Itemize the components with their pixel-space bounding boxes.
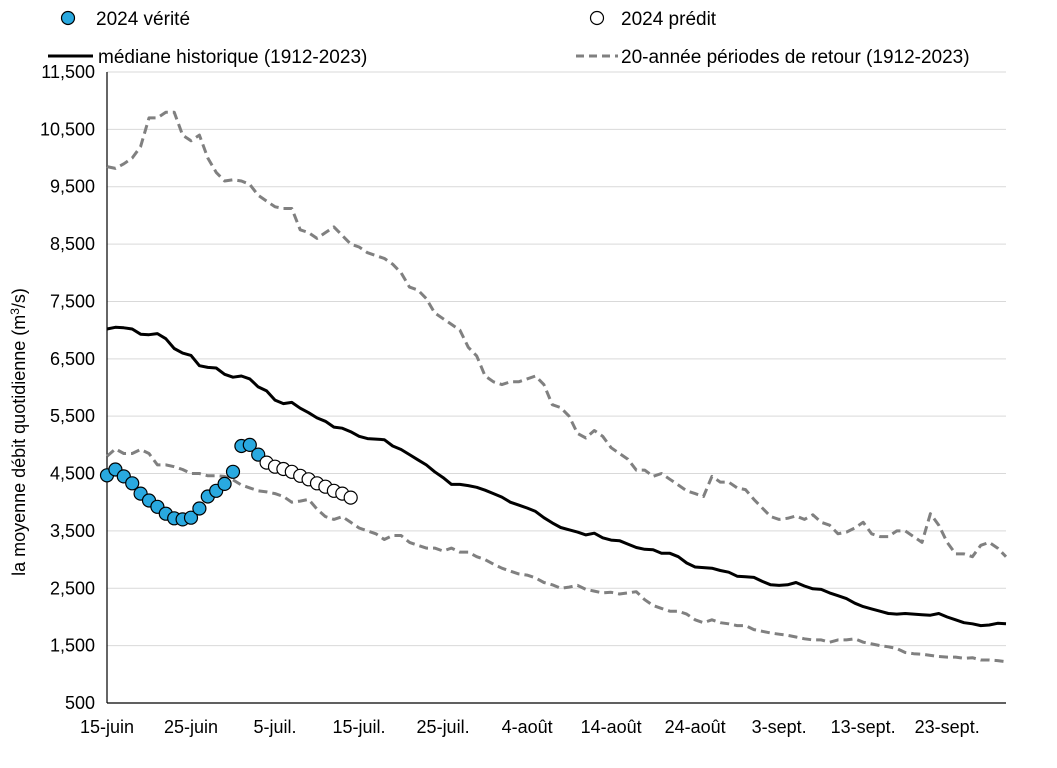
- legend: 2024 vérité 2024 prédit médiane historiq…: [48, 9, 970, 68]
- x-tick-label: 3-sept.: [752, 717, 807, 737]
- x-tick-label: 24-août: [665, 717, 726, 737]
- y-axis-title-prefix: la moyenne débit quotidienne (m: [9, 315, 29, 576]
- return-period-series-line: [106, 110, 1008, 559]
- median-series-line: [106, 325, 1007, 628]
- legend-item-return: 20-année périodes de retour (1912-2023): [576, 47, 970, 68]
- legend-item-truth: 2024 vérité: [60, 9, 190, 30]
- y-tick-label: 3,500: [50, 521, 95, 541]
- y-axis-title-suffix: /s): [9, 288, 29, 308]
- truth-point: [225, 464, 241, 479]
- truth-point: [183, 510, 199, 525]
- y-tick-label: 5,500: [50, 406, 95, 426]
- legend-truth-label: 2024 vérité: [96, 9, 190, 30]
- legend-predicted-marker: [589, 10, 605, 26]
- legend-predicted-label: 2024 prédit: [621, 9, 717, 30]
- truth-point: [125, 476, 140, 491]
- y-tick-label: 10,500: [40, 119, 95, 139]
- x-tick-label: 25-juil.: [417, 717, 470, 737]
- y-tick-label: 6,500: [50, 349, 95, 369]
- x-tick-label: 15-juil.: [333, 717, 386, 737]
- x-tick-label: 4-août: [502, 717, 553, 737]
- legend-return-label: 20-année périodes de retour (1912-2023): [621, 47, 970, 68]
- y-tick-label: 500: [65, 693, 95, 713]
- predicted-point: [343, 490, 358, 505]
- x-tick-label: 15-juin: [80, 717, 134, 737]
- y-axis-title-superscript: 3: [8, 308, 22, 315]
- y-tick-label: 8,500: [50, 234, 95, 254]
- truth-point: [217, 476, 232, 491]
- axes: 500 1,500 2,500 3,500 4,500 5,500 6,500 7,500 8,…: [40, 62, 1006, 737]
- x-tick-label: 13-sept.: [831, 717, 896, 737]
- legend-truth-marker: [60, 10, 76, 26]
- y-tick-label: 2,500: [50, 578, 95, 598]
- x-tick-label: 25-juin: [164, 717, 218, 737]
- truth-point: [242, 437, 257, 452]
- marker-layer: [99, 437, 358, 527]
- y-tick-label: 1,500: [50, 636, 95, 656]
- legend-median-label: médiane historique (1912-2023): [98, 47, 367, 68]
- return-period-series-line: [106, 447, 1007, 664]
- truth-point: [192, 501, 207, 516]
- y-tick-label: 9,500: [50, 177, 95, 197]
- y-tick-label: 7,500: [50, 291, 95, 311]
- x-tick-label: 14-août: [581, 717, 642, 737]
- legend-item-predicted: 2024 prédit: [589, 9, 717, 30]
- gridlines: [107, 71, 1006, 647]
- y-tick-label: 4,500: [50, 464, 95, 484]
- legend-item-median: médiane historique (1912-2023): [48, 47, 367, 68]
- y-tick-label: 11,500: [41, 62, 95, 82]
- series-layer: [106, 110, 1008, 664]
- x-tick-label: 5-juil.: [254, 717, 297, 737]
- x-tick-label: 23-sept.: [915, 717, 980, 737]
- y-axis-title: la moyenne débit quotidienne (m3/s): [8, 288, 29, 576]
